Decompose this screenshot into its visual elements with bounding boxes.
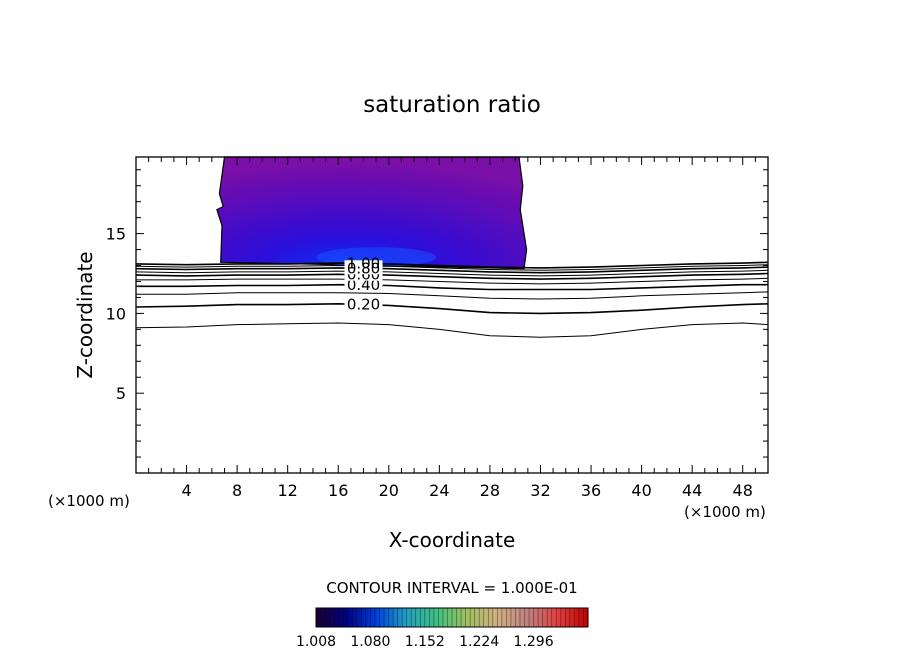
x-tick-label: 40 xyxy=(631,481,651,500)
contour-label-0.20: 0.20 xyxy=(347,296,380,314)
x-tick-label: 48 xyxy=(733,481,753,500)
x-tick-label: 16 xyxy=(328,481,348,500)
y-tick-label: 15 xyxy=(106,225,126,244)
x-tick-labels: 4 8 12 16 20 24 28 32 36 40 44 48 xyxy=(181,481,752,500)
x-unit-left: (×1000 m) xyxy=(48,492,130,510)
contour-line-0.7 xyxy=(135,269,769,277)
contour-line-0.3 xyxy=(136,291,769,300)
chart-title: saturation ratio xyxy=(363,92,541,118)
colorbar-labels: 1.008 1.080 1.152 1.224 1.296 xyxy=(296,634,554,650)
contour-line-0.6 xyxy=(135,272,769,280)
contour-label-bg xyxy=(344,260,383,275)
contour-interval-text: CONTOUR INTERVAL = 1.000E-01 xyxy=(326,579,577,597)
colorbar-tick-label: 1.080 xyxy=(350,634,390,650)
contour-line-0.2 xyxy=(135,302,769,315)
contour-label-1.00: 1.00 xyxy=(347,255,380,273)
y-tick-labels: 5 10 15 xyxy=(106,225,126,404)
x-unit-right: (×1000 m) xyxy=(684,503,766,521)
contour-line-0.1 xyxy=(135,322,769,338)
plot-area: 0.200.400.600.801.00 xyxy=(135,156,769,474)
contour-lines xyxy=(135,261,769,338)
x-axis-label: X-coordinate xyxy=(389,528,516,552)
x-tick-label: 8 xyxy=(232,481,242,500)
contour-label-0.80: 0.80 xyxy=(347,259,380,277)
y-tick-label: 5 xyxy=(116,384,126,403)
contour-line-0.8 xyxy=(135,266,769,274)
contour-line-1.0 xyxy=(135,261,769,269)
x-tick-label: 44 xyxy=(682,481,702,500)
x-tick-label: 20 xyxy=(379,481,399,500)
x-tick-label: 12 xyxy=(278,481,298,500)
y-tick-label: 10 xyxy=(106,304,126,323)
x-tick-label: 28 xyxy=(480,481,500,500)
y-axis-label: Z-coordinate xyxy=(73,251,97,378)
colorbar-tick-label: 1.224 xyxy=(459,634,499,650)
contour-line-0.5 xyxy=(136,277,769,285)
colorbar xyxy=(315,607,589,628)
colorbar-tick-label: 1.152 xyxy=(405,634,445,650)
colorbar-tick-label: 1.008 xyxy=(296,634,336,650)
contour-line-0.9 xyxy=(135,264,769,271)
contour-label-bg xyxy=(344,296,383,311)
contour-line-0.4 xyxy=(136,283,768,291)
x-tick-label: 24 xyxy=(429,481,449,500)
x-tick-label: 32 xyxy=(530,481,550,500)
x-tick-label: 4 xyxy=(181,481,191,500)
colorbar-tick-label: 1.296 xyxy=(514,634,554,650)
supersaturated-region xyxy=(216,156,528,270)
contour-labels: 0.200.400.600.801.00 xyxy=(344,255,383,314)
x-tick-label: 36 xyxy=(581,481,601,500)
shaded-region xyxy=(216,156,528,270)
axis-ticks xyxy=(136,157,768,473)
